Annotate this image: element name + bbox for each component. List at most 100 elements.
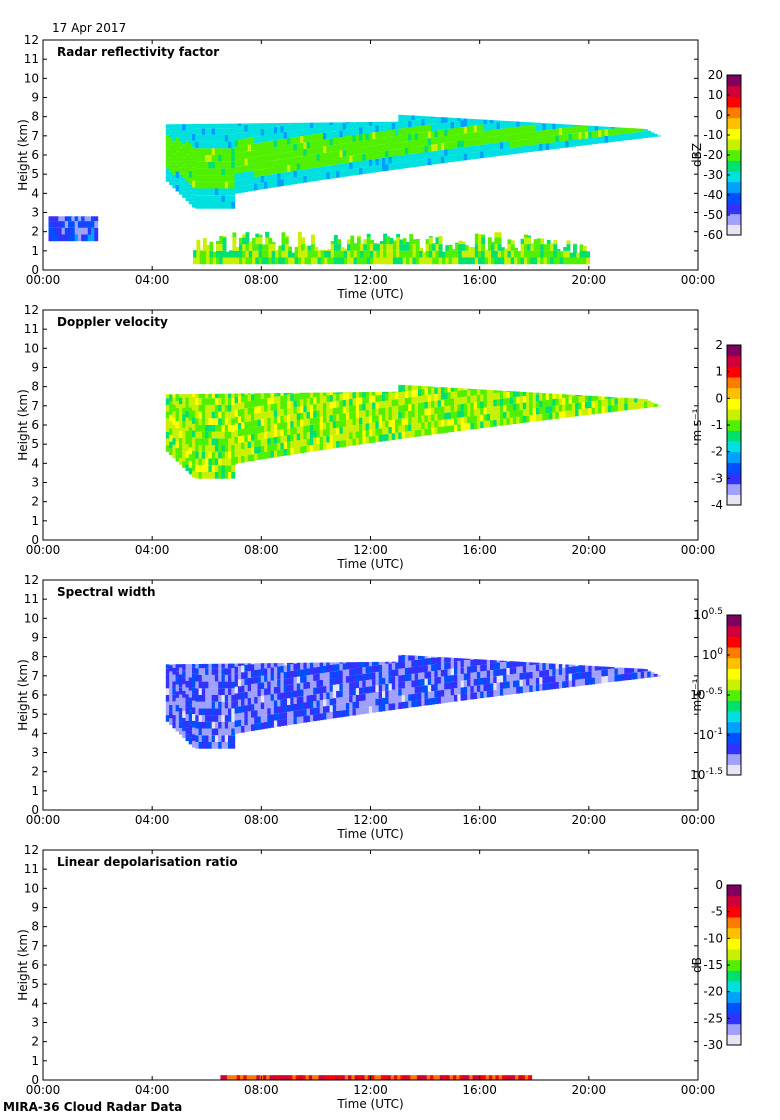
heatmap-cell (378, 684, 383, 692)
heatmap-cell (188, 137, 193, 144)
heatmap-cell (578, 665, 583, 673)
heatmap-cell (273, 160, 278, 167)
heatmap-cell (280, 152, 285, 160)
heatmap-cell (470, 402, 475, 410)
heatmap-cell (231, 202, 236, 209)
heatmap-cell (254, 433, 259, 441)
heatmap-cell (260, 425, 265, 433)
heatmap-cell (300, 392, 304, 400)
heatmap-cell (568, 133, 573, 141)
heatmap-cell (362, 437, 367, 444)
heatmap-cell (366, 237, 371, 245)
heatmap-cell (309, 714, 314, 722)
heatmap-cell (418, 429, 422, 437)
heatmap-cell (506, 411, 511, 419)
heatmap-cell (588, 395, 593, 402)
y-tick-label: 9 (31, 901, 39, 915)
heatmap-cell (427, 671, 432, 679)
heatmap-cell (365, 666, 370, 674)
heatmap-cell (467, 659, 471, 667)
heatmap-cell (234, 423, 239, 431)
heatmap-cell (351, 1075, 356, 1080)
heatmap-cell (247, 718, 252, 725)
heatmap-cell (621, 667, 625, 675)
heatmap-cell (221, 472, 226, 479)
heatmap-cell (575, 132, 580, 140)
heatmap-cell (413, 1075, 418, 1080)
heatmap-cell (267, 674, 272, 682)
heatmap-cell (365, 160, 370, 167)
heatmap-cell (84, 221, 89, 228)
feature-boundary-layer-convection (193, 231, 590, 265)
heatmap-cell (395, 696, 399, 703)
heatmap-cell (487, 237, 492, 245)
heatmap-cell (296, 420, 301, 427)
heatmap-cell (205, 425, 209, 432)
heatmap-cell (434, 663, 439, 671)
heatmap-cell (582, 245, 587, 251)
heatmap-cell (178, 167, 183, 175)
heatmap-cell (352, 168, 357, 176)
heatmap-cell (355, 141, 360, 149)
heatmap-cell (290, 164, 295, 172)
heatmap-cell (306, 175, 311, 183)
heatmap-cell (214, 411, 219, 419)
heatmap-cell (192, 687, 196, 694)
heatmap-cell (260, 715, 265, 723)
heatmap-cell (434, 116, 439, 118)
heatmap-cell (231, 451, 236, 459)
heatmap-cell (242, 257, 247, 265)
heatmap-cell (201, 663, 206, 669)
heatmap-cell (254, 716, 259, 724)
heatmap-cell (657, 675, 661, 677)
colorbar-swatch (727, 192, 741, 204)
heatmap-cell (370, 244, 374, 251)
heatmap-cell (316, 713, 321, 721)
heatmap-cell (604, 129, 609, 136)
heatmap-cell (313, 174, 318, 182)
heatmap-cell (503, 121, 507, 129)
heatmap-cell (400, 1075, 405, 1080)
heatmap-cell (231, 155, 236, 162)
heatmap-cell (450, 121, 455, 129)
heatmap-cell (343, 257, 348, 265)
heatmap-cell (290, 144, 295, 151)
heatmap-cell (421, 388, 426, 396)
heatmap-cell (411, 153, 416, 161)
heatmap-cell (306, 668, 311, 676)
y-tick-label: 5 (31, 707, 39, 721)
heatmap-cell (195, 681, 200, 689)
heatmap-cell (192, 127, 196, 134)
heatmap-cell (490, 413, 494, 421)
heatmap-cell (398, 114, 403, 116)
heatmap-cell (644, 399, 648, 402)
heatmap-cell (326, 152, 331, 159)
heatmap-cell (499, 128, 504, 136)
heatmap-cell (383, 250, 387, 258)
heatmap-cell (325, 1075, 330, 1080)
heatmap-cell (241, 123, 245, 126)
heatmap-cell (372, 415, 376, 423)
heatmap-cell (277, 666, 282, 673)
heatmap-cell (398, 162, 403, 169)
heatmap-cells (165, 384, 661, 479)
heatmap-cell (442, 257, 446, 265)
heatmap-cell (421, 656, 426, 659)
heatmap-cell (337, 250, 342, 258)
heatmap-cell (228, 188, 232, 196)
heatmap-cell (231, 181, 236, 189)
heatmap-cell (448, 257, 453, 265)
heatmap-cell (185, 174, 190, 181)
heatmap-cell (450, 398, 455, 406)
heatmap-cell (401, 701, 406, 709)
heatmap-cell (581, 132, 586, 139)
heatmap-cell (297, 244, 302, 251)
heatmap-cell (192, 444, 196, 451)
heatmap-cell (284, 237, 289, 245)
heatmap-cell (431, 386, 435, 388)
heatmap-cell (175, 684, 180, 692)
heatmap-cell (526, 138, 530, 146)
heatmap-cell (247, 441, 252, 448)
heatmap-cell (178, 431, 183, 438)
heatmap-cell (188, 461, 193, 468)
